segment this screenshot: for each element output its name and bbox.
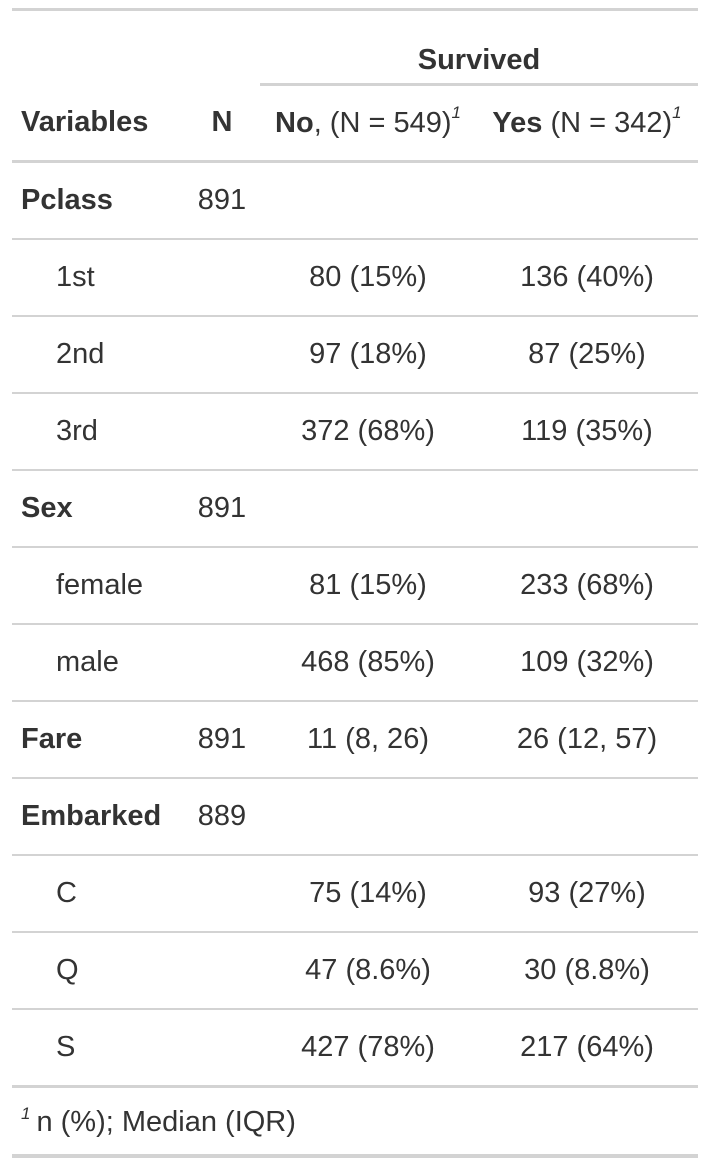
variable-label: Fare [12,701,184,779]
n-cell [184,239,260,317]
n-cell [184,932,260,1010]
no-cell: 427 (78%) [260,1009,476,1088]
level-label: 1st [12,239,184,317]
column-header-yes-count: (N = 342) [542,106,673,139]
level-label: male [12,624,184,702]
column-header-variables: Variables [12,84,184,163]
yes-cell: 233 (68%) [476,547,698,625]
footnote-marker: 1 [672,102,682,122]
spanner-survived: Survived [260,8,698,86]
no-cell [260,778,476,856]
yes-cell: 93 (27%) [476,855,698,933]
table-body: Pclass 891 1st 80 (15%) 136 (40%) 2nd 97 (18%)… [12,161,698,1088]
yes-cell: 136 (40%) [476,239,698,317]
footnote-mark: 1 [21,1103,31,1123]
table-row: 1st 80 (15%) 136 (40%) [12,239,698,317]
column-header-yes-label: Yes [492,106,543,139]
level-label: C [12,855,184,933]
level-label: 2nd [12,316,184,394]
n-cell [184,1009,260,1088]
no-cell: 372 (68%) [260,393,476,471]
spanner-label: Survived [417,44,541,76]
no-cell: 80 (15%) [260,239,476,317]
n-cell: 891 [184,470,260,548]
footnote-text: n (%); Median (IQR) [36,1105,296,1138]
table-row: Sex 891 [12,470,698,548]
no-cell: 468 (85%) [260,624,476,702]
spanner-empty-cell [12,8,184,85]
variable-label: Embarked [12,778,184,856]
yes-cell: 26 (12, 57) [476,701,698,779]
column-header-row: Variables N No, (N = 549)1 Yes (N = 342)… [12,84,698,163]
n-cell: 889 [184,778,260,856]
table-row: female 81 (15%) 233 (68%) [12,547,698,625]
column-header-n: N [184,84,260,163]
column-header-no-label: No [275,106,314,139]
spanner-empty-cell [184,8,260,85]
level-label: Q [12,932,184,1010]
table-row: Pclass 891 [12,161,698,240]
yes-cell: 30 (8.8%) [476,932,698,1010]
level-label: 3rd [12,393,184,471]
no-cell: 97 (18%) [260,316,476,394]
n-cell [184,316,260,394]
n-cell: 891 [184,701,260,779]
no-cell [260,161,476,240]
n-cell [184,855,260,933]
yes-cell: 119 (35%) [476,393,698,471]
table-row: C 75 (14%) 93 (27%) [12,855,698,933]
table-row: Fare 891 11 (8, 26) 26 (12, 57) [12,701,698,779]
column-header-no-count: , (N = 549) [313,106,452,139]
no-cell: 75 (14%) [260,855,476,933]
no-cell [260,470,476,548]
table-row: Embarked 889 [12,778,698,856]
yes-cell: 217 (64%) [476,1009,698,1088]
no-cell: 81 (15%) [260,547,476,625]
column-header-no: No, (N = 549)1 [260,84,476,163]
table-header: Survived Variables N No, (N = 549)1 Yes … [12,8,698,163]
table-row: Q 47 (8.6%) 30 (8.8%) [12,932,698,1010]
table-row: male 468 (85%) 109 (32%) [12,624,698,702]
yes-cell: 87 (25%) [476,316,698,394]
no-cell: 11 (8, 26) [260,701,476,779]
column-header-yes: Yes (N = 342)1 [476,84,698,163]
table-row: 3rd 372 (68%) 119 (35%) [12,393,698,471]
no-cell: 47 (8.6%) [260,932,476,1010]
yes-cell [476,778,698,856]
yes-cell [476,470,698,548]
n-cell: 891 [184,161,260,240]
spanner-row: Survived [12,8,698,86]
footnote-marker: 1 [451,102,461,122]
level-label: female [12,547,184,625]
n-cell [184,393,260,471]
n-cell [184,547,260,625]
n-cell [184,624,260,702]
yes-cell [476,161,698,240]
variable-label: Pclass [12,161,184,240]
summary-table: Survived Variables N No, (N = 549)1 Yes … [12,8,698,1158]
variable-label: Sex [12,470,184,548]
table-row: S 427 (78%) 217 (64%) [12,1009,698,1088]
yes-cell: 109 (32%) [476,624,698,702]
table-row: 2nd 97 (18%) 87 (25%) [12,316,698,394]
level-label: S [12,1009,184,1088]
